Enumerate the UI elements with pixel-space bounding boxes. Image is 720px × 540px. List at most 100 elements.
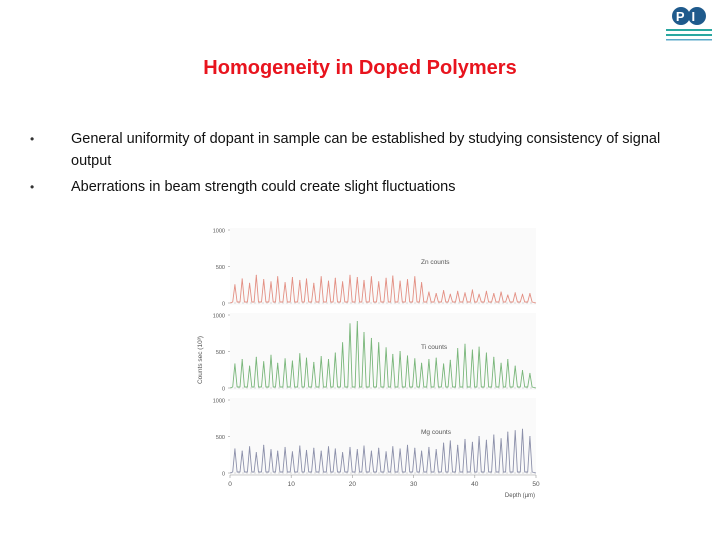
x-tick-label: 30 [410, 481, 418, 488]
data-point [320, 356, 322, 358]
data-point [320, 450, 322, 452]
data-point [356, 321, 358, 323]
data-point [370, 450, 372, 452]
data-point [449, 440, 451, 442]
data-point [356, 449, 358, 451]
data-point [500, 291, 502, 293]
data-point [241, 359, 243, 360]
data-point [277, 362, 279, 364]
data-point [378, 281, 380, 283]
data-point [407, 355, 408, 357]
data-point [277, 276, 279, 278]
data-point [363, 332, 365, 333]
data-point [399, 448, 401, 450]
data-point [342, 342, 344, 344]
x-tick-label: 0 [228, 481, 232, 488]
y-axis-label: Counts sec (10³) [197, 336, 204, 384]
panel-background [230, 398, 536, 475]
data-point [514, 430, 516, 432]
data-point [284, 358, 286, 360]
data-point [370, 276, 372, 278]
data-point [313, 282, 315, 284]
data-point [284, 446, 286, 448]
data-point [507, 294, 509, 296]
bullet-marker: • [30, 132, 35, 146]
data-point [349, 274, 351, 276]
data-point [478, 346, 480, 348]
data-point [299, 353, 301, 355]
data-point [500, 362, 502, 364]
data-point [493, 293, 495, 294]
series-line [229, 321, 537, 389]
data-point [255, 356, 257, 358]
data-point [464, 343, 466, 345]
series-line [229, 274, 537, 304]
data-point [249, 365, 251, 367]
bullet-text: Aberrations in beam strength could creat… [71, 179, 456, 195]
data-point [291, 451, 293, 453]
data-point [306, 278, 307, 280]
data-point [457, 290, 459, 292]
data-point [356, 277, 358, 278]
data-point [392, 275, 394, 277]
data-point [306, 357, 307, 359]
data-point [443, 290, 445, 292]
data-point [464, 292, 466, 294]
data-point [255, 274, 257, 276]
data-point [334, 352, 336, 354]
data-point [522, 370, 523, 371]
data-point [428, 359, 430, 360]
data-point [435, 357, 437, 359]
data-point [277, 450, 279, 452]
data-point [407, 279, 408, 281]
data-point [421, 450, 423, 452]
data-point [443, 363, 445, 365]
data-point [457, 444, 459, 446]
series-line [229, 428, 537, 474]
data-point [529, 293, 531, 294]
bullet-list: • General uniformity of dopant in sample… [30, 128, 670, 202]
bullet-item: • General uniformity of dopant in sample… [30, 128, 670, 172]
data-point [471, 289, 473, 291]
data-point [522, 428, 523, 430]
bullet-item: • Aberrations in beam strength could cre… [30, 176, 670, 198]
y-tick-label: 0 [222, 387, 225, 393]
data-point [313, 361, 315, 363]
data-point [522, 293, 523, 295]
data-point [385, 451, 387, 453]
y-tick-label: 500 [216, 435, 225, 441]
data-point [328, 359, 329, 360]
data-point [328, 280, 329, 282]
logo-text: PI [676, 9, 702, 24]
data-point [399, 351, 401, 352]
data-point [270, 354, 272, 356]
data-point [443, 442, 445, 444]
data-point [342, 452, 344, 454]
panel-label: Mg counts [421, 429, 452, 436]
logo-i-circle [688, 7, 706, 25]
data-point [485, 290, 487, 292]
data-point [291, 277, 293, 278]
data-point [507, 359, 509, 360]
panel-background [230, 228, 536, 305]
data-point [313, 447, 315, 449]
logo-p-circle [672, 7, 690, 25]
data-point [485, 352, 487, 354]
panel-label: Zn counts [421, 259, 450, 266]
data-point [328, 446, 329, 448]
data-point [478, 293, 480, 295]
x-axis-label: Depth (µm) [505, 493, 535, 499]
data-point [414, 447, 416, 449]
data-point [493, 356, 495, 358]
y-tick-label: 500 [216, 265, 225, 271]
data-point [471, 349, 473, 351]
logo-arabic-line [666, 34, 712, 36]
data-point [234, 363, 236, 365]
y-tick-label: 0 [222, 472, 225, 478]
data-point [500, 438, 502, 440]
logo-rule [666, 29, 712, 31]
bullet-marker: • [30, 180, 35, 194]
data-point [414, 276, 416, 278]
data-point [421, 282, 423, 284]
